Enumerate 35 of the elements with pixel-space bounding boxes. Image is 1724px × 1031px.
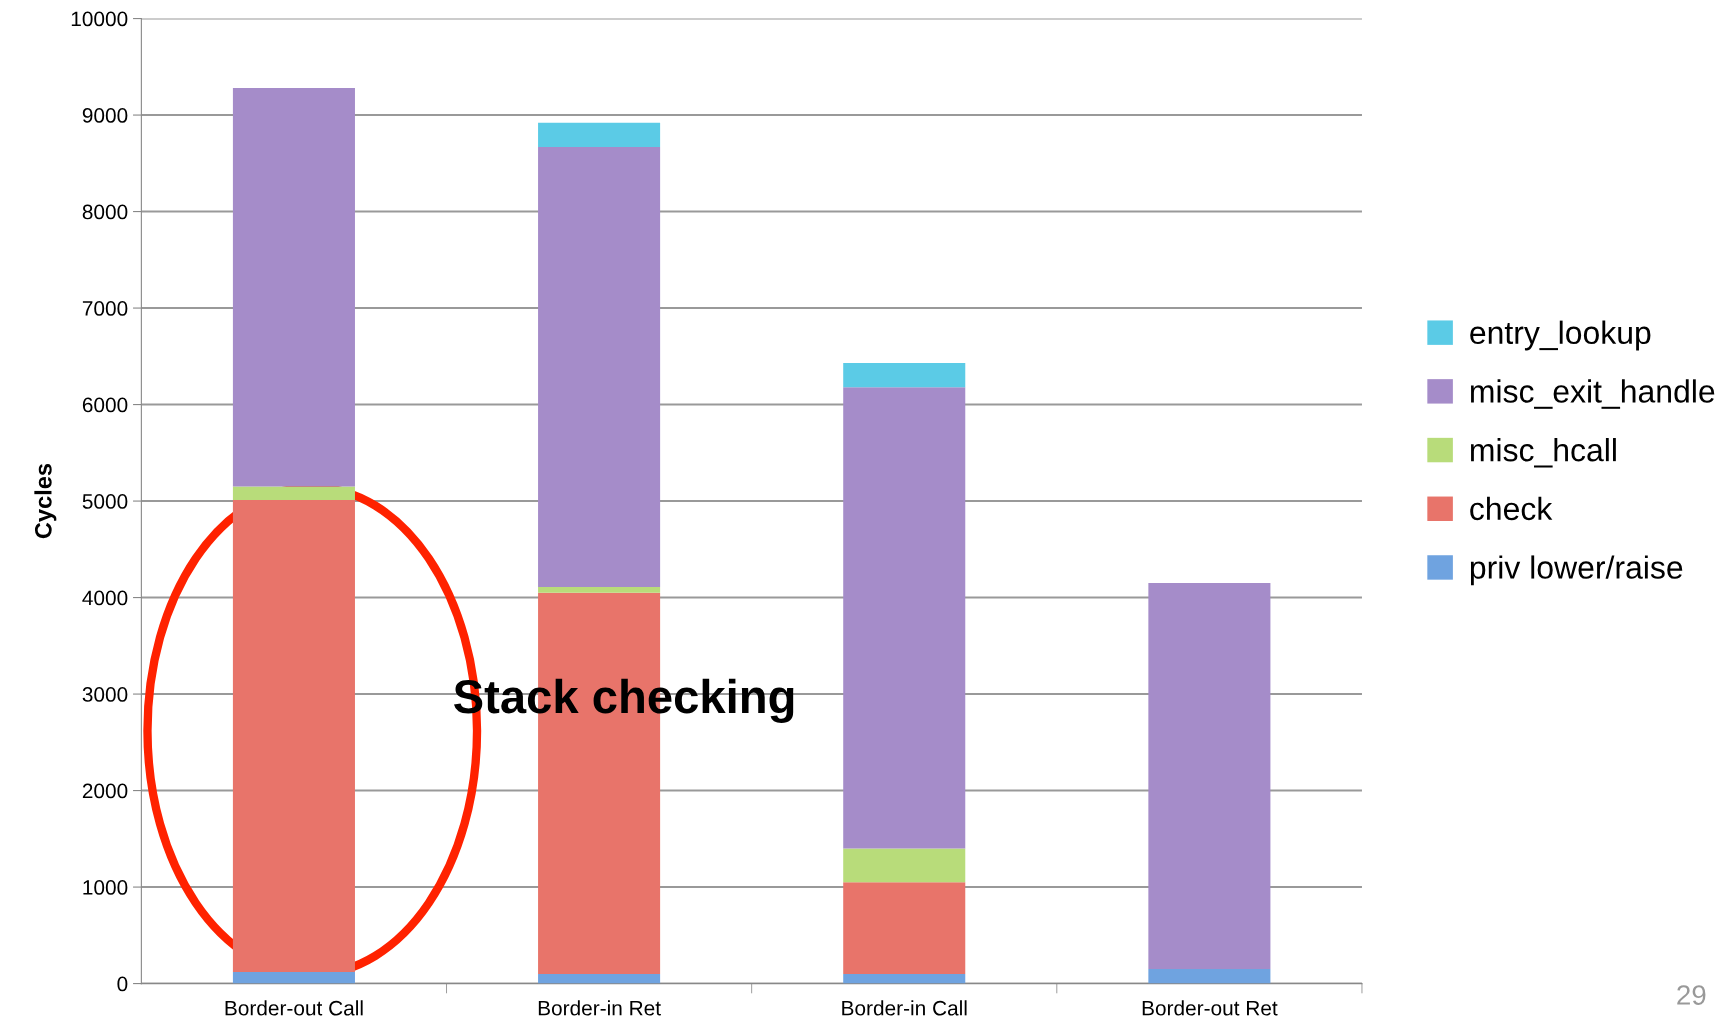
bar xyxy=(538,973,661,984)
x-tick-label: Border-in Ret xyxy=(538,1000,661,1016)
bar xyxy=(538,146,661,587)
y-tick-label: 0 xyxy=(117,976,128,992)
bar xyxy=(1148,969,1271,984)
bar xyxy=(843,973,966,984)
legend-label: priv lower/raise xyxy=(1470,555,1683,586)
x-tick-label: Border-out Ret xyxy=(1142,1000,1278,1016)
y-axis-title: Cycles xyxy=(34,463,57,539)
bar xyxy=(232,971,355,984)
y-tick-label: 3000 xyxy=(82,687,128,702)
y-tick-label: 4000 xyxy=(82,590,128,606)
text: 29 xyxy=(1677,985,1706,1005)
y-tick-label: 7000 xyxy=(82,301,128,316)
legend-label: misc_hcall xyxy=(1470,438,1616,468)
y-tick-label: 2000 xyxy=(82,783,128,799)
bar xyxy=(538,122,661,147)
bar xyxy=(843,387,966,849)
legend-label: check xyxy=(1470,496,1553,521)
y-tick-label: 6000 xyxy=(82,397,128,413)
bar xyxy=(1148,583,1271,970)
x-tick-label: Border-in Call xyxy=(842,1000,967,1016)
y-tick-label: 1000 xyxy=(83,880,128,895)
y-tick-label: 10000 xyxy=(71,11,128,27)
bar xyxy=(232,486,355,501)
bar xyxy=(843,363,966,388)
bar xyxy=(538,586,661,593)
bar xyxy=(843,882,966,974)
bar xyxy=(843,848,966,883)
y-tick-label: 9000 xyxy=(82,108,128,123)
x-tick-label: Border-out Call xyxy=(225,1000,363,1016)
y-tick-label: 8000 xyxy=(82,204,128,220)
legend-label: entry_lookup xyxy=(1470,320,1651,351)
y-tick-label: 5000 xyxy=(82,494,128,509)
legend-label: misc_exit_handle xyxy=(1470,379,1715,409)
